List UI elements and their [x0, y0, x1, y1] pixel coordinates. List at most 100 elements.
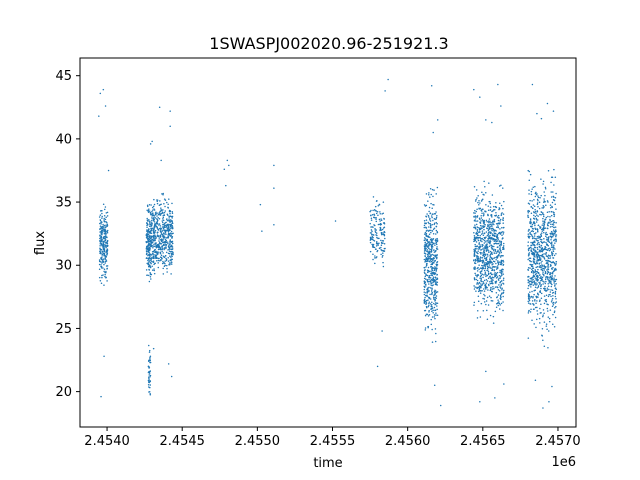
data-point — [376, 240, 378, 243]
data-point — [547, 259, 550, 262]
data-point — [533, 232, 536, 235]
data-point — [500, 284, 502, 287]
data-point — [527, 279, 530, 282]
data-point — [543, 223, 546, 226]
data-point — [550, 289, 552, 291]
data-point — [162, 255, 165, 258]
data-point — [499, 220, 501, 222]
data-point — [498, 308, 501, 310]
data-point — [158, 240, 160, 242]
data-point — [539, 257, 541, 259]
data-point — [534, 224, 536, 227]
data-point — [500, 184, 502, 186]
data-point — [155, 244, 157, 246]
data-point — [152, 218, 155, 220]
data-point — [156, 200, 158, 203]
data-point — [554, 234, 556, 236]
data-point — [428, 280, 430, 283]
data-point — [541, 276, 544, 279]
data-point — [543, 253, 545, 255]
data-point — [537, 239, 539, 242]
data-point — [167, 203, 169, 205]
data-point — [102, 236, 105, 238]
data-point — [149, 257, 152, 259]
data-point — [423, 252, 426, 254]
data-point — [535, 326, 537, 329]
data-point — [153, 243, 155, 246]
data-point — [475, 220, 477, 222]
data-point — [542, 180, 545, 183]
data-point — [548, 400, 550, 403]
data-point — [379, 220, 381, 222]
data-point — [474, 219, 476, 221]
data-point — [539, 312, 541, 314]
data-point — [495, 262, 497, 265]
data-point — [432, 281, 434, 284]
data-point — [424, 244, 427, 247]
data-point — [476, 252, 479, 254]
data-point — [485, 370, 487, 373]
data-point — [528, 179, 530, 182]
data-point — [104, 237, 106, 240]
data-point — [535, 232, 537, 234]
data-point — [542, 314, 544, 316]
data-point — [499, 269, 501, 272]
data-point — [430, 193, 432, 196]
data-point — [555, 234, 558, 236]
data-point — [555, 278, 558, 281]
data-point — [490, 232, 492, 234]
data-point — [432, 296, 435, 298]
data-point — [527, 258, 529, 261]
data-point — [550, 191, 552, 193]
data-point — [157, 213, 160, 216]
data-point — [433, 262, 435, 264]
data-point — [150, 278, 152, 280]
data-point — [431, 310, 433, 313]
data-point — [273, 164, 275, 167]
data-point — [553, 199, 555, 201]
data-point — [147, 241, 149, 243]
data-point — [497, 266, 499, 269]
data-point — [494, 239, 496, 241]
data-point — [373, 246, 376, 249]
data-point — [162, 223, 165, 226]
data-point — [554, 197, 557, 199]
data-point — [485, 300, 488, 302]
data-point — [527, 249, 530, 252]
data-point — [381, 256, 384, 258]
data-point — [478, 282, 481, 284]
data-point — [484, 286, 487, 289]
data-point — [533, 214, 535, 217]
data-point — [542, 283, 544, 285]
data-point — [554, 292, 557, 294]
data-point — [162, 227, 165, 230]
data-point — [152, 347, 155, 350]
data-point — [376, 199, 378, 202]
data-point — [154, 245, 156, 248]
data-point — [502, 187, 504, 189]
data-point — [98, 268, 101, 271]
data-point — [481, 290, 483, 292]
data-point — [500, 254, 502, 257]
data-point — [156, 244, 159, 246]
data-point — [491, 281, 493, 283]
data-point — [161, 248, 163, 251]
data-point — [424, 241, 426, 244]
data-point — [153, 203, 156, 206]
data-point — [546, 259, 548, 262]
data-point — [431, 207, 433, 209]
data-point — [425, 247, 427, 250]
data-point — [427, 194, 430, 196]
data-point — [483, 288, 485, 290]
data-point — [433, 298, 435, 300]
data-point — [425, 266, 427, 268]
data-point — [537, 285, 540, 287]
data-point — [495, 240, 497, 243]
data-point — [499, 248, 501, 250]
data-point — [532, 274, 535, 276]
data-point — [149, 361, 152, 364]
data-point — [500, 244, 503, 246]
data-point — [104, 208, 106, 211]
data-point — [149, 374, 152, 377]
data-point — [428, 242, 431, 244]
